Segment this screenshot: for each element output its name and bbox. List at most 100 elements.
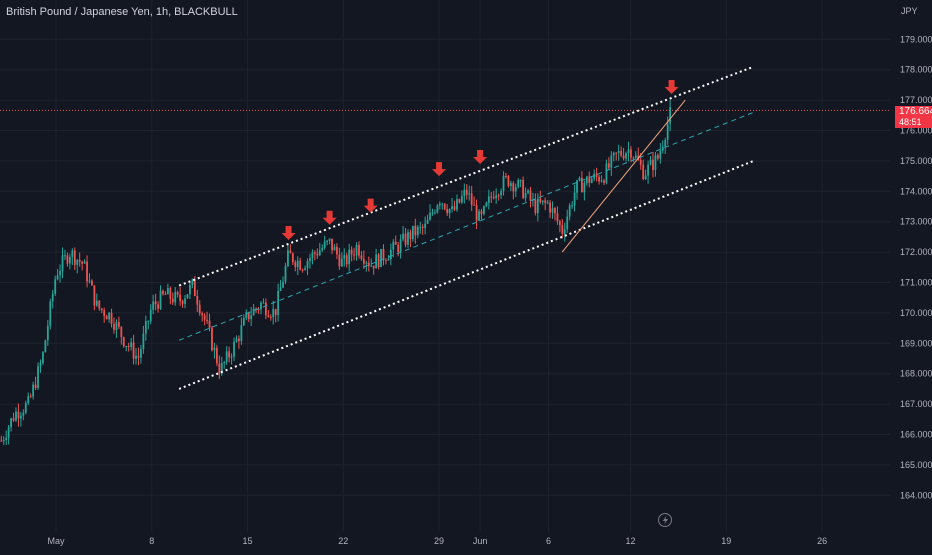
candle-body	[257, 308, 260, 310]
candle-body	[554, 208, 556, 214]
candle-body	[409, 232, 412, 240]
replay-lightning-icon[interactable]	[658, 513, 672, 527]
candle-body	[34, 384, 37, 388]
candle-body	[274, 308, 277, 316]
down-arrow-marker[interactable]	[281, 225, 296, 240]
candle-body	[382, 248, 385, 261]
channel-lower-line[interactable]	[178, 159, 755, 390]
trend-line[interactable]	[561, 99, 686, 253]
candle-body	[632, 157, 635, 159]
channel-upper-line[interactable]	[178, 65, 755, 287]
candle-body	[64, 255, 66, 257]
candle-body	[669, 107, 672, 124]
candle-body	[132, 342, 135, 359]
candle-body	[296, 260, 299, 268]
candle-body	[426, 219, 429, 224]
candle-body	[264, 302, 267, 316]
candle-body	[563, 229, 566, 234]
candle-body	[159, 290, 162, 309]
candle-body	[416, 226, 419, 236]
candle-body	[299, 260, 302, 270]
down-arrow-marker[interactable]	[322, 210, 337, 225]
time-tick-label: 8	[149, 536, 154, 546]
candle-body	[483, 206, 485, 214]
candle-body	[456, 199, 458, 210]
candle-body	[54, 279, 57, 294]
candle-body	[571, 205, 574, 207]
candle-body	[179, 294, 182, 302]
candle-body	[279, 287, 282, 291]
candle-body	[255, 308, 257, 310]
candle-body	[262, 302, 265, 304]
candle-body	[497, 195, 500, 197]
candle-body	[326, 240, 329, 242]
candle-body	[392, 241, 395, 250]
price-tick-label: 179.000	[900, 34, 932, 44]
candle-body	[198, 304, 201, 314]
candle-body	[375, 254, 378, 269]
candle-body	[127, 345, 130, 347]
candle-body	[539, 198, 542, 203]
time-scale-bg[interactable]	[0, 532, 932, 550]
candle-body	[387, 259, 390, 261]
candle-body	[360, 255, 363, 259]
price-tick-label: 169.000	[900, 338, 932, 348]
candle-body	[377, 254, 380, 268]
candle-body	[514, 187, 517, 192]
candle-body	[411, 225, 414, 240]
candle-body	[436, 205, 439, 213]
candle-body	[431, 212, 434, 214]
candle-body	[44, 340, 47, 353]
candle-body	[603, 180, 605, 183]
candle-body	[144, 321, 147, 334]
candle-body	[323, 241, 326, 248]
candle-body	[473, 204, 476, 206]
candle-body	[348, 249, 351, 265]
candle-body	[309, 258, 311, 262]
candle-body	[522, 180, 525, 199]
down-arrow-marker[interactable]	[473, 149, 488, 164]
candle-body	[152, 301, 155, 310]
candle-body	[659, 150, 662, 159]
candle-body	[534, 199, 537, 214]
candle-body	[661, 146, 664, 151]
candle-body	[171, 298, 174, 303]
candle-body	[568, 205, 571, 217]
time-tick-label: Jun	[473, 536, 488, 546]
candle-body	[585, 176, 588, 184]
candle-body	[181, 301, 184, 304]
candle-body	[617, 151, 620, 153]
candle-body	[610, 155, 613, 168]
down-arrow-marker[interactable]	[363, 198, 378, 213]
candle-body	[277, 290, 280, 316]
candle-body	[639, 160, 642, 165]
down-arrow-marker[interactable]	[664, 80, 679, 95]
channel-mid-line[interactable]	[178, 111, 754, 341]
candle-body	[110, 312, 113, 324]
time-tick-label: 6	[546, 536, 551, 546]
candle-body	[27, 396, 30, 404]
symbol-title[interactable]: British Pound / Japanese Yen, 1h, BLACKB…	[6, 6, 238, 18]
candle-body	[600, 180, 603, 182]
price-tick-label: 174.000	[900, 186, 932, 196]
candle-body	[287, 250, 289, 266]
candle-body	[605, 163, 608, 183]
candle-body	[593, 173, 596, 179]
candle-body	[260, 302, 262, 310]
drawings	[0, 65, 890, 390]
candle-body	[336, 246, 338, 255]
candle-body	[66, 255, 69, 264]
price-tick-label: 165.000	[900, 460, 932, 470]
candle-body	[385, 260, 387, 262]
candle-body	[176, 292, 179, 295]
candle-body	[304, 268, 306, 270]
down-arrow-marker[interactable]	[432, 162, 447, 177]
candle-body	[105, 316, 108, 320]
candle-body	[135, 355, 137, 359]
candle-body	[463, 189, 466, 197]
candles	[0, 99, 672, 446]
price-scale-bg[interactable]	[890, 0, 932, 550]
candle-body	[267, 315, 270, 317]
